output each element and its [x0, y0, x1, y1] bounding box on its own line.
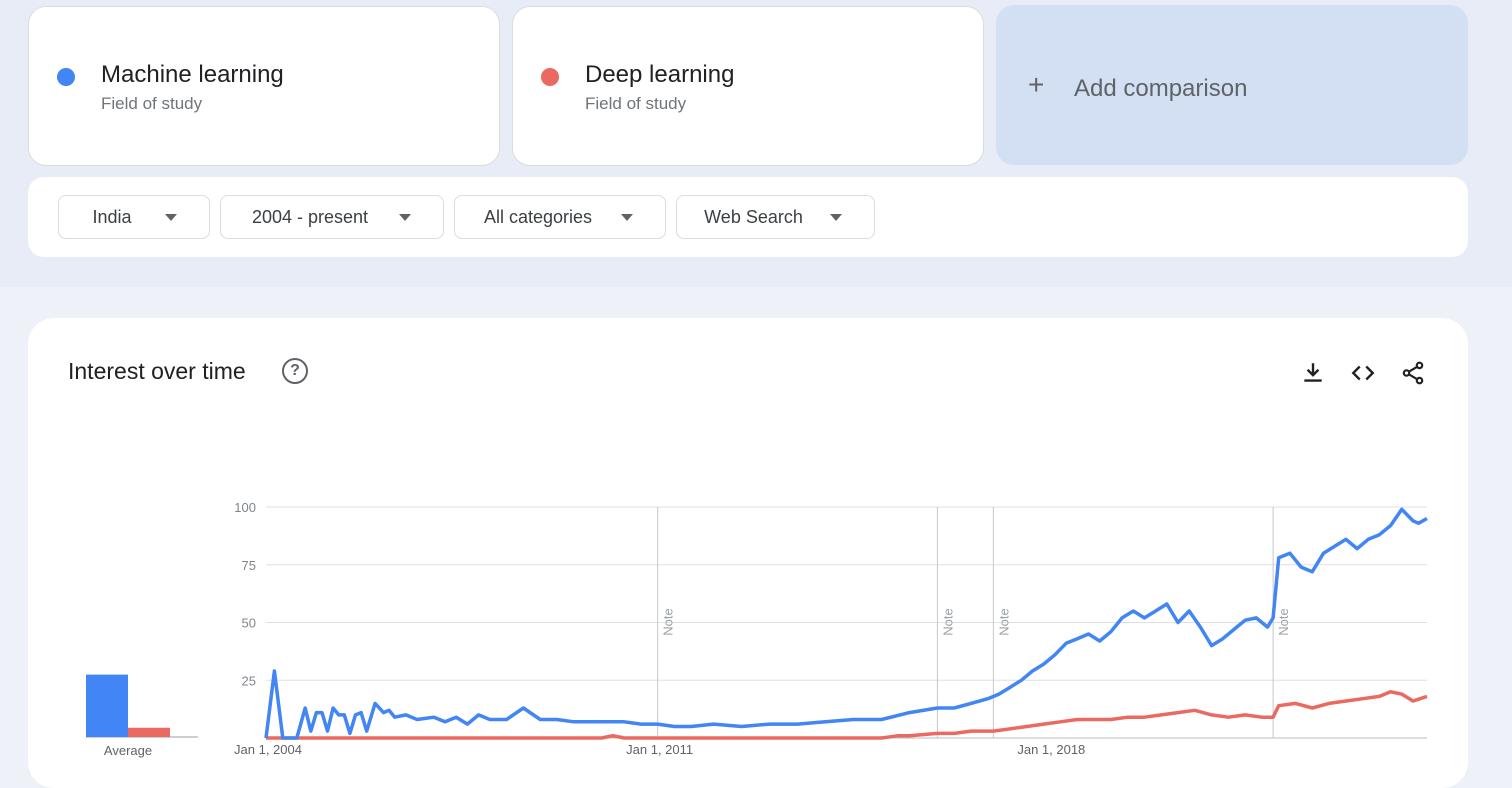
series-line: [264, 507, 1428, 740]
y-tick-label: 100: [234, 500, 256, 515]
region-dropdown[interactable]: India: [58, 195, 210, 239]
series-color-dot: [541, 68, 559, 86]
term-card-machine-learning[interactable]: Machine learning Field of study: [28, 6, 500, 166]
question-mark-icon[interactable]: ?: [282, 358, 308, 384]
chart-title: Interest over time: [68, 358, 246, 384]
y-tick-label: 50: [242, 616, 256, 631]
embed-code-icon[interactable]: [1350, 360, 1376, 386]
note-label: Note: [996, 608, 1011, 635]
x-tick-label: Jan 1, 2018: [1017, 742, 1085, 757]
term-subtitle: Field of study: [101, 94, 203, 113]
x-tick-label: Jan 1, 2011: [626, 742, 693, 757]
x-tick-label: Jan 1, 2004: [234, 742, 302, 757]
search-type-dropdown-label: Web Search: [704, 206, 803, 227]
caret-down-icon: [399, 213, 411, 221]
region-dropdown-label: India: [92, 206, 132, 227]
term-subtitle: Field of study: [585, 94, 687, 113]
category-dropdown-label: All categories: [483, 206, 593, 227]
caret-down-icon: [621, 213, 633, 221]
time-range-dropdown[interactable]: 2004 - present: [220, 195, 444, 239]
note-label: Note: [940, 608, 955, 635]
time-range-dropdown-label: 2004 - present: [251, 206, 369, 227]
term-card-deep-learning[interactable]: Deep learning Field of study: [512, 6, 984, 166]
plus-icon: +: [1028, 69, 1045, 100]
average-label: Average: [104, 743, 152, 758]
series-color-dot: [57, 68, 75, 86]
term-name: Machine learning: [101, 61, 284, 88]
add-comparison-button[interactable]: + Add comparison: [996, 5, 1468, 165]
y-tick-label: 75: [242, 558, 256, 573]
note-label: Note: [661, 608, 676, 635]
average-bar: [128, 727, 170, 737]
series-line: [266, 690, 1428, 740]
average-bar: [86, 674, 128, 737]
share-icon[interactable]: [1400, 360, 1426, 386]
note-label: Note: [1276, 608, 1291, 635]
add-comparison-label: Add comparison: [1074, 75, 1248, 102]
filter-bar: India 2004 - present All categories Web …: [28, 177, 1468, 257]
caret-down-icon: [830, 213, 842, 221]
search-type-dropdown[interactable]: Web Search: [676, 195, 875, 239]
term-name: Deep learning: [585, 61, 735, 88]
caret-down-icon: [165, 213, 177, 221]
category-dropdown[interactable]: All categories: [454, 195, 666, 239]
y-tick-label: 25: [242, 673, 256, 688]
download-icon[interactable]: [1300, 360, 1326, 386]
